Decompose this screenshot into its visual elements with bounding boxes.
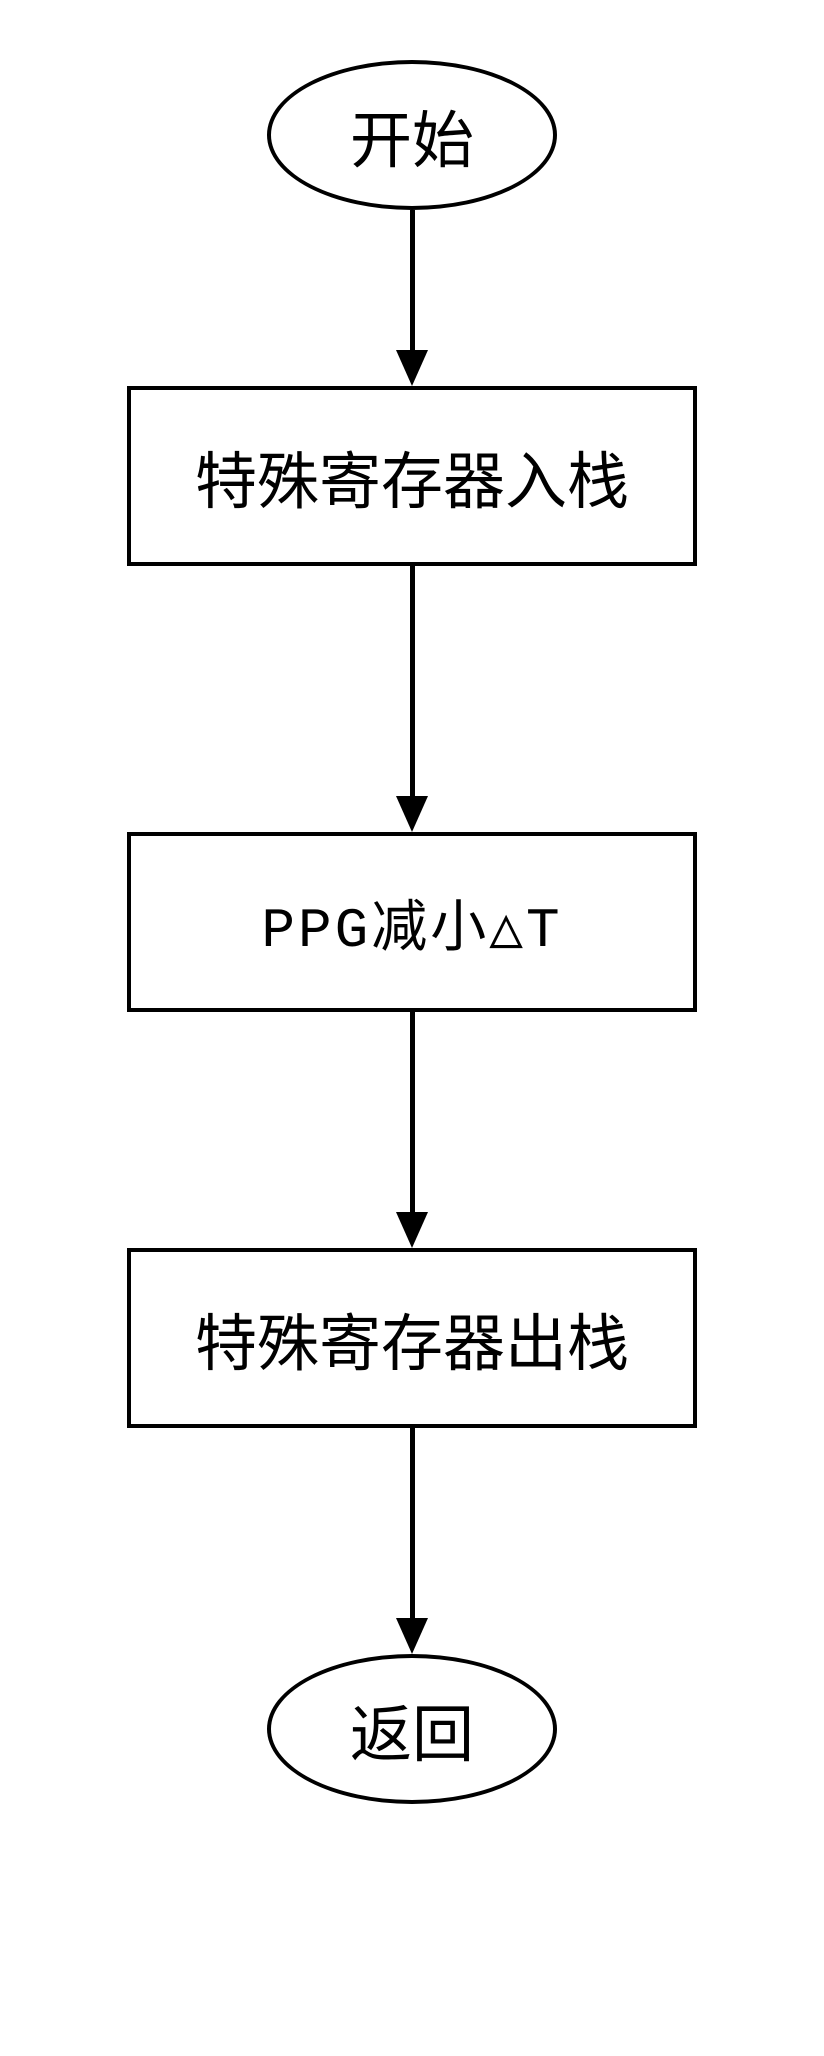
arrow-head-icon (396, 1212, 428, 1248)
arrow-3 (396, 1012, 428, 1248)
flowchart-container: 开始 特殊寄存器入栈 PPG减小△T 特殊寄存器出栈 返回 (127, 60, 697, 1804)
start-label: 开始 (350, 90, 474, 180)
arrow-2 (396, 566, 428, 832)
ppg-decrease-label: PPG减小△T (261, 882, 562, 963)
start-node: 开始 (267, 60, 557, 210)
ppg-decrease-node: PPG减小△T (127, 832, 697, 1012)
arrow-head-icon (396, 1618, 428, 1654)
arrow-4 (396, 1428, 428, 1654)
arrow-line (410, 1012, 415, 1212)
pop-register-label: 特殊寄存器出栈 (195, 1293, 629, 1383)
arrow-line (410, 1428, 415, 1618)
return-node: 返回 (267, 1654, 557, 1804)
push-register-node: 特殊寄存器入栈 (127, 386, 697, 566)
arrow-line (410, 210, 415, 350)
arrow-head-icon (396, 796, 428, 832)
arrow-1 (396, 210, 428, 386)
arrow-head-icon (396, 350, 428, 386)
push-register-label: 特殊寄存器入栈 (195, 431, 629, 521)
arrow-line (410, 566, 415, 796)
return-label: 返回 (350, 1684, 474, 1774)
pop-register-node: 特殊寄存器出栈 (127, 1248, 697, 1428)
